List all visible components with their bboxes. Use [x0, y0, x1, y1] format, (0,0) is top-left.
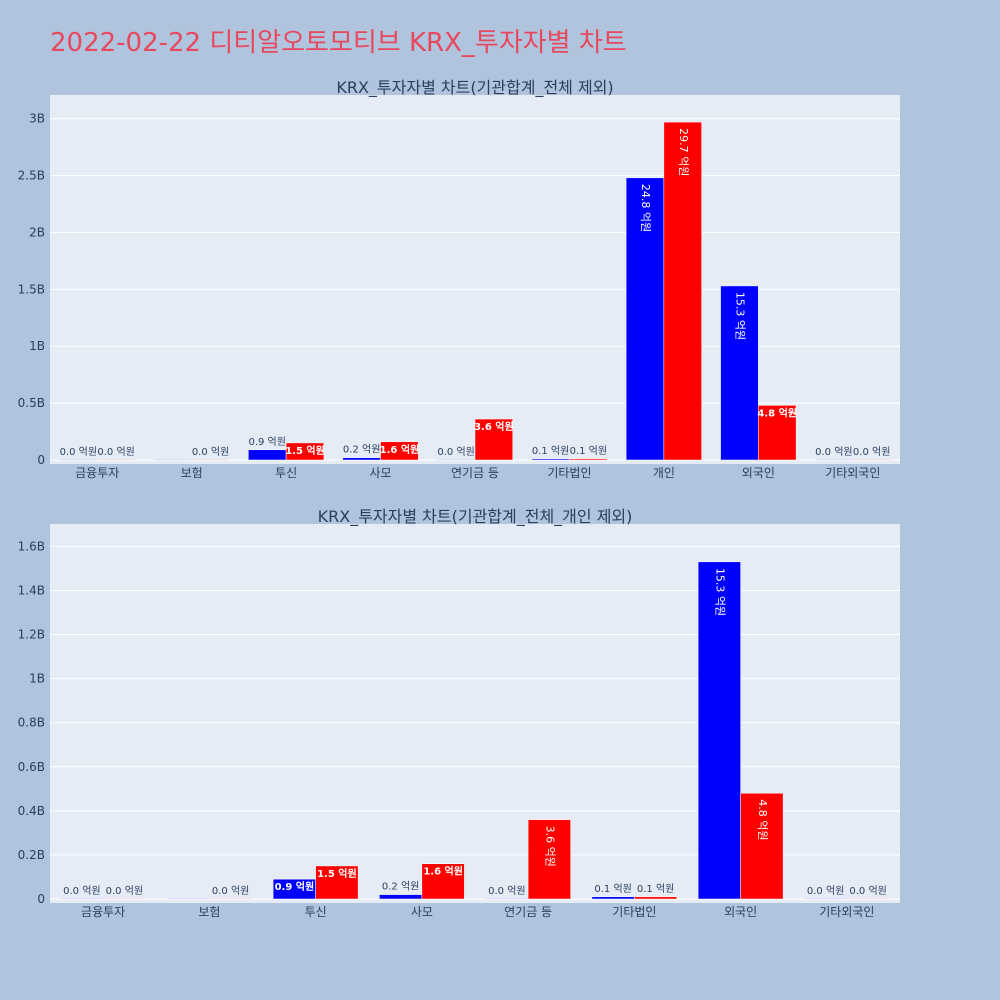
y-tick-label: 1B: [29, 672, 45, 686]
y-tick-label: 0.8B: [18, 716, 45, 730]
bar: [379, 894, 423, 900]
bar: [697, 561, 741, 900]
data-label: 3.6 억원: [474, 420, 514, 433]
bar: [740, 792, 784, 900]
x-tick-label: 금융투자: [81, 905, 125, 919]
y-tick-label: 0.6B: [18, 760, 45, 774]
data-label: 0.1 억원: [532, 445, 569, 457]
y-tick-label: 0: [37, 453, 45, 467]
data-label: 1.5 억원: [285, 444, 325, 457]
bar: [380, 441, 419, 461]
bar: [804, 898, 848, 900]
data-label: 0.9 억원: [275, 880, 315, 893]
bar: [625, 177, 665, 461]
y-tick-label: 2.5B: [18, 169, 45, 183]
y-tick-label: 1B: [29, 339, 45, 353]
data-label: 0.2 억원: [382, 881, 419, 893]
x-tick-label: 연기금 등: [451, 466, 499, 480]
data-label: 0.0 억원: [815, 446, 852, 458]
data-label: 0.1 억원: [637, 883, 674, 895]
data-label: 24.8 억원: [639, 184, 652, 232]
data-label: 0.0 억원: [63, 885, 100, 897]
x-tick-label: 기타외국인: [825, 466, 880, 480]
bar: [720, 285, 759, 461]
y-tick-label: 3B: [29, 112, 45, 126]
y-tick-label: 1.5B: [18, 282, 45, 296]
bar: [166, 898, 210, 900]
x-tick-label: 금융투자: [75, 466, 119, 480]
data-label: 15.3 억원: [733, 292, 746, 340]
data-label: 1.6 억원: [423, 865, 463, 878]
data-label: 4.8 억원: [757, 406, 797, 419]
x-tick-label: 개인: [653, 466, 675, 480]
data-label: 0.0 억원: [853, 446, 890, 458]
data-label: 0.0 억원: [60, 446, 97, 458]
y-tick-label: 0.4B: [18, 804, 45, 818]
bar: [846, 898, 890, 900]
data-label: 0.0 억원: [192, 446, 229, 458]
y-tick-label: 1.6B: [18, 539, 45, 553]
data-label: 1.5 억원: [317, 867, 357, 880]
bar: [191, 459, 230, 461]
bar: [102, 898, 146, 900]
x-tick-label: 투신: [305, 905, 327, 919]
x-tick-label: 사모: [411, 905, 433, 919]
page-title: 2022-02-22 디티알오토모티브 KRX_투자자별 차트: [50, 28, 627, 58]
data-label: 0.0 억원: [488, 885, 525, 897]
data-label: 0.0 억원: [807, 885, 844, 897]
data-label: 1.6 억원: [380, 443, 420, 456]
y-tick-label: 0.2B: [18, 848, 45, 862]
data-label: 0.0 억원: [849, 885, 886, 897]
bar: [758, 405, 797, 461]
bar: [663, 121, 702, 461]
data-label: 3.6 억원: [543, 826, 556, 867]
data-label: 0.9 억원: [248, 436, 285, 448]
chart-title: KRX_투자자별 차트(기관합계_전체 제외): [336, 78, 613, 98]
bar: [569, 458, 608, 461]
data-label: 0.0 억원: [437, 446, 474, 458]
x-tick-label: 외국인: [742, 466, 775, 480]
x-tick-label: 외국인: [724, 905, 757, 919]
data-label: 0.2 억원: [343, 444, 380, 456]
data-label: 4.8 억원: [756, 799, 769, 840]
data-label: 15.3 억원: [713, 568, 726, 616]
x-tick-label: 보험: [181, 466, 203, 480]
x-tick-label: 기타외국인: [819, 905, 874, 919]
bar: [285, 442, 325, 461]
x-tick-label: 사모: [370, 466, 392, 480]
bar: [527, 819, 571, 900]
x-tick-label: 연기금 등: [504, 905, 552, 919]
bar: [634, 896, 678, 900]
data-label: 0.1 억원: [570, 445, 607, 457]
bar: [315, 865, 359, 900]
x-tick-label: 투신: [275, 466, 297, 480]
data-label: 0.0 억원: [212, 885, 249, 897]
bar: [852, 459, 891, 461]
bar: [209, 898, 253, 900]
data-label: 0.1 억원: [594, 883, 631, 895]
y-tick-label: 0.5B: [18, 396, 45, 410]
data-label: 0.0 억원: [97, 446, 134, 458]
x-tick-label: 기타법인: [612, 905, 656, 919]
y-tick-label: 1.2B: [18, 628, 45, 642]
bar: [96, 459, 136, 461]
bar: [485, 898, 529, 900]
bar: [591, 896, 635, 900]
bar: [60, 898, 104, 900]
x-tick-label: 보험: [198, 905, 220, 919]
chart-title: KRX_투자자별 차트(기관합계_전체_개인 제외): [318, 507, 633, 527]
data-label: 29.7 억원: [677, 128, 690, 176]
y-tick-label: 2B: [29, 225, 45, 239]
x-tick-label: 기타법인: [547, 466, 591, 480]
y-tick-label: 0: [37, 892, 45, 906]
bar: [474, 418, 514, 461]
data-label: 0.0 억원: [106, 885, 143, 897]
bar: [421, 863, 465, 900]
y-tick-label: 1.4B: [18, 583, 45, 597]
